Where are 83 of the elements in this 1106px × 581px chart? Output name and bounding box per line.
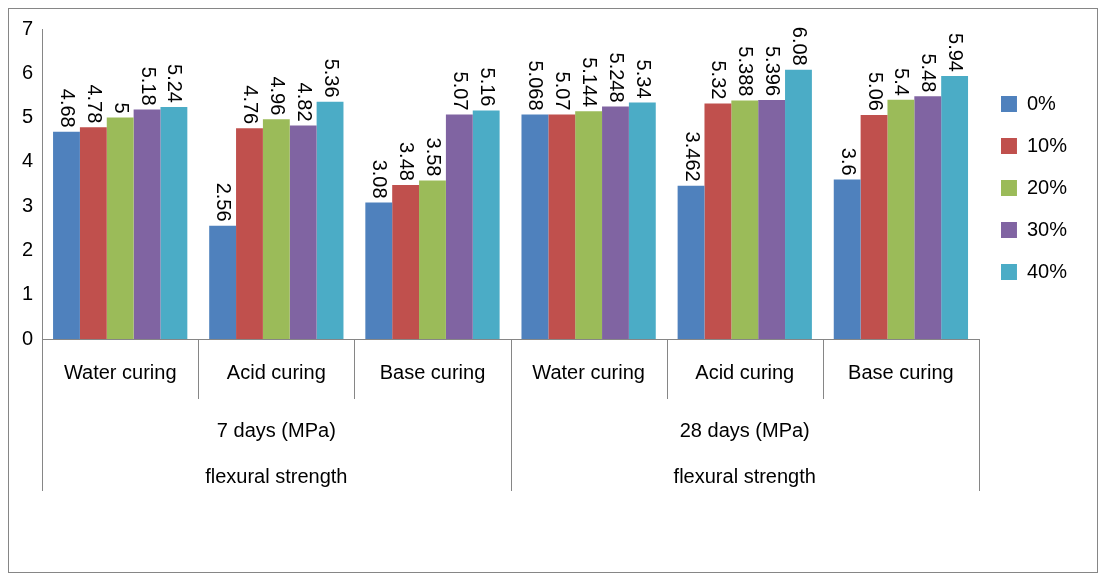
data-label: 3.08 (369, 159, 392, 199)
bar (758, 100, 786, 339)
bar (53, 131, 80, 339)
bar (914, 96, 942, 339)
text: 7 days (MPa) (216, 418, 336, 441)
data-label: 5.48 (918, 53, 941, 93)
legend-label: 40% (1026, 259, 1068, 282)
x-tick-label: Acid curing (226, 360, 326, 383)
bar (133, 109, 161, 339)
data-label: 5.068 (525, 60, 548, 111)
y-tick-label: 5 (22, 105, 34, 128)
data-label: 3.462 (681, 131, 704, 182)
x-tick-label: Acid curing (695, 360, 795, 383)
data-label: 5.32 (708, 60, 731, 100)
legend-label: 10% (1026, 133, 1068, 156)
data-label: 2.56 (213, 182, 236, 222)
data-label: 4.82 (293, 82, 316, 122)
data-label: 5.16 (476, 67, 499, 107)
text: 28 days (MPa) (679, 418, 810, 441)
text: flexural strength (205, 464, 348, 487)
bar (445, 114, 473, 339)
bar (628, 102, 656, 339)
bar (365, 202, 393, 339)
x-tick-label: Water curing (63, 360, 177, 383)
data-label: 3.58 (422, 137, 445, 177)
bar (887, 99, 915, 339)
y-tick-label: 6 (22, 60, 34, 83)
data-label: 5.388 (735, 46, 758, 97)
bar (106, 117, 134, 339)
data-label: 5.248 (605, 52, 628, 103)
data-label: 5.34 (632, 59, 655, 99)
data-label: 6.08 (788, 26, 811, 66)
bar (392, 184, 420, 339)
data-label: 5.06 (864, 71, 887, 111)
y-tick-label: 4 (22, 149, 34, 172)
bar (677, 185, 705, 339)
bar (860, 114, 888, 339)
x-tick-label: Base curing (848, 360, 954, 383)
data-label: 5.94 (945, 33, 968, 72)
bar (289, 125, 317, 339)
bar (602, 106, 629, 339)
bar (548, 114, 576, 339)
data-label: 4.78 (83, 84, 106, 124)
data-label: 3.6 (837, 147, 860, 176)
data-label: 5.396 (762, 45, 785, 97)
bar (236, 128, 263, 339)
bar (833, 179, 861, 339)
bar (521, 114, 549, 339)
bar (79, 127, 107, 339)
data-label: 5.18 (137, 66, 160, 106)
bar (472, 110, 500, 339)
data-label: 5.07 (449, 71, 472, 111)
y-tick-label: 2 (22, 237, 34, 260)
data-label: 5.07 (552, 71, 575, 111)
x-tick-label: Base curing (379, 360, 486, 383)
bar (941, 75, 969, 339)
data-label: 4.76 (239, 85, 262, 125)
legend-label: 0% (1026, 91, 1057, 114)
data-label: 4.96 (266, 76, 289, 116)
bar (419, 180, 446, 339)
bar (262, 119, 290, 339)
data-label: 5.24 (164, 64, 187, 103)
legend-label: 20% (1026, 175, 1068, 198)
y-tick-label: 7 (22, 16, 34, 39)
data-label: 5 (110, 102, 133, 114)
bar (160, 106, 188, 339)
y-tick-label: 0 (22, 326, 34, 349)
bar (316, 101, 344, 339)
data-label: 4.68 (56, 88, 79, 128)
bar (704, 103, 732, 339)
data-label: 5.144 (579, 57, 602, 108)
bar (575, 111, 603, 339)
y-tick-label: 1 (22, 282, 34, 305)
bar (209, 225, 237, 339)
data-label: 5.36 (320, 58, 343, 98)
bar (785, 69, 812, 339)
x-tick-label: Water curing (532, 360, 645, 383)
bar (731, 100, 759, 339)
data-label: 3.48 (396, 141, 419, 181)
legend-label: 30% (1026, 217, 1068, 240)
text: flexural strength (673, 464, 816, 487)
y-tick-label: 3 (22, 193, 34, 216)
data-label: 5.4 (891, 68, 914, 96)
